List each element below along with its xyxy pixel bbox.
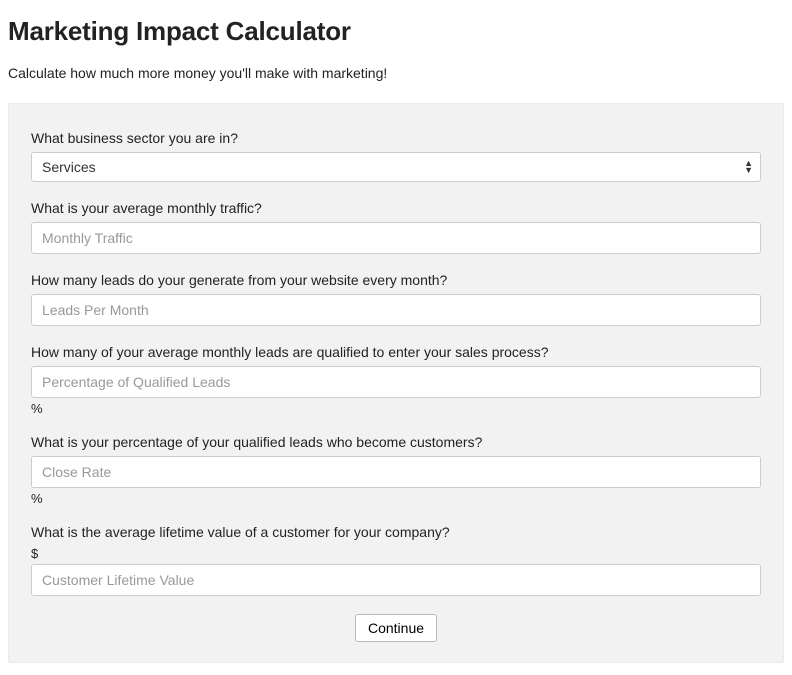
button-row: Continue <box>31 614 761 642</box>
field-ltv: What is the average lifetime value of a … <box>31 524 761 596</box>
label-sector: What business sector you are in? <box>31 130 761 146</box>
field-close-rate: What is your percentage of your qualifie… <box>31 434 761 506</box>
close-rate-input[interactable] <box>31 456 761 488</box>
page-title: Marketing Impact Calculator <box>8 16 784 47</box>
select-wrap-sector: Services ▲▼ <box>31 152 761 182</box>
ltv-input[interactable] <box>31 564 761 596</box>
label-traffic: What is your average monthly traffic? <box>31 200 761 216</box>
field-traffic: What is your average monthly traffic? <box>31 200 761 254</box>
label-ltv: What is the average lifetime value of a … <box>31 524 761 540</box>
label-close-rate: What is your percentage of your qualifie… <box>31 434 761 450</box>
qualified-suffix: % <box>31 401 761 416</box>
field-qualified: How many of your average monthly leads a… <box>31 344 761 416</box>
page-subtitle: Calculate how much more money you'll mak… <box>8 65 784 81</box>
continue-button[interactable]: Continue <box>355 614 437 642</box>
sector-select[interactable]: Services <box>31 152 761 182</box>
close-rate-suffix: % <box>31 491 761 506</box>
calculator-panel: What business sector you are in? Service… <box>8 103 784 663</box>
qualified-input[interactable] <box>31 366 761 398</box>
field-sector: What business sector you are in? Service… <box>31 130 761 182</box>
label-qualified: How many of your average monthly leads a… <box>31 344 761 360</box>
ltv-prefix: $ <box>31 546 761 561</box>
leads-input[interactable] <box>31 294 761 326</box>
traffic-input[interactable] <box>31 222 761 254</box>
label-leads: How many leads do your generate from you… <box>31 272 761 288</box>
field-leads: How many leads do your generate from you… <box>31 272 761 326</box>
